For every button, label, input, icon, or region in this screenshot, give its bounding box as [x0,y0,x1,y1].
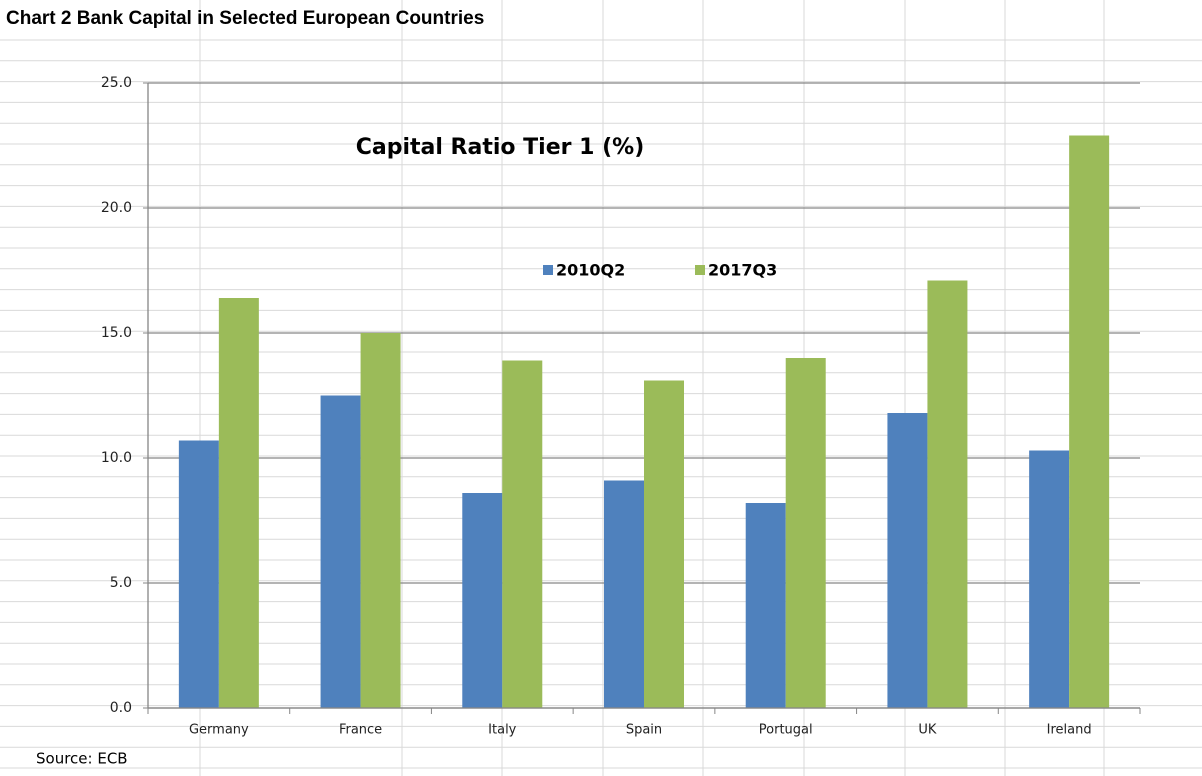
bar [745,503,786,708]
source-note: Source: ECB [36,750,128,768]
bar [1029,450,1070,708]
x-tick-label: France [339,723,382,738]
y-tick-label: 5.0 [110,575,132,591]
y-tick-label: 10.0 [101,450,132,466]
y-tick-label: 20.0 [101,200,132,216]
x-tick-label: Portugal [759,723,813,738]
bar [927,280,968,708]
bar [887,413,928,708]
bar [644,380,684,708]
bar [360,333,401,708]
legend-label: 2017Q3 [708,261,777,280]
x-tick-label: Ireland [1047,723,1092,738]
bar [1069,135,1110,708]
chart-title: Capital Ratio Tier 1 (%) [356,135,645,160]
bar [178,440,219,708]
sheet-title: Chart 2 Bank Capital in Selected Europea… [6,8,484,29]
bar [604,480,644,708]
bar [218,298,259,708]
bar [502,360,543,708]
x-tick-label: Italy [488,723,517,738]
bar [462,493,503,708]
bar [320,395,361,708]
legend-swatch [543,265,553,275]
y-tick-label: 25.0 [101,75,132,91]
bar [785,358,826,708]
x-tick-label: UK [918,723,937,738]
legend-swatch [695,265,705,275]
y-tick-label: 0.0 [110,700,132,716]
x-tick-label: Spain [626,723,662,738]
x-tick-label: Germany [189,723,249,738]
legend-label: 2010Q2 [556,261,625,280]
y-tick-label: 15.0 [101,325,132,341]
